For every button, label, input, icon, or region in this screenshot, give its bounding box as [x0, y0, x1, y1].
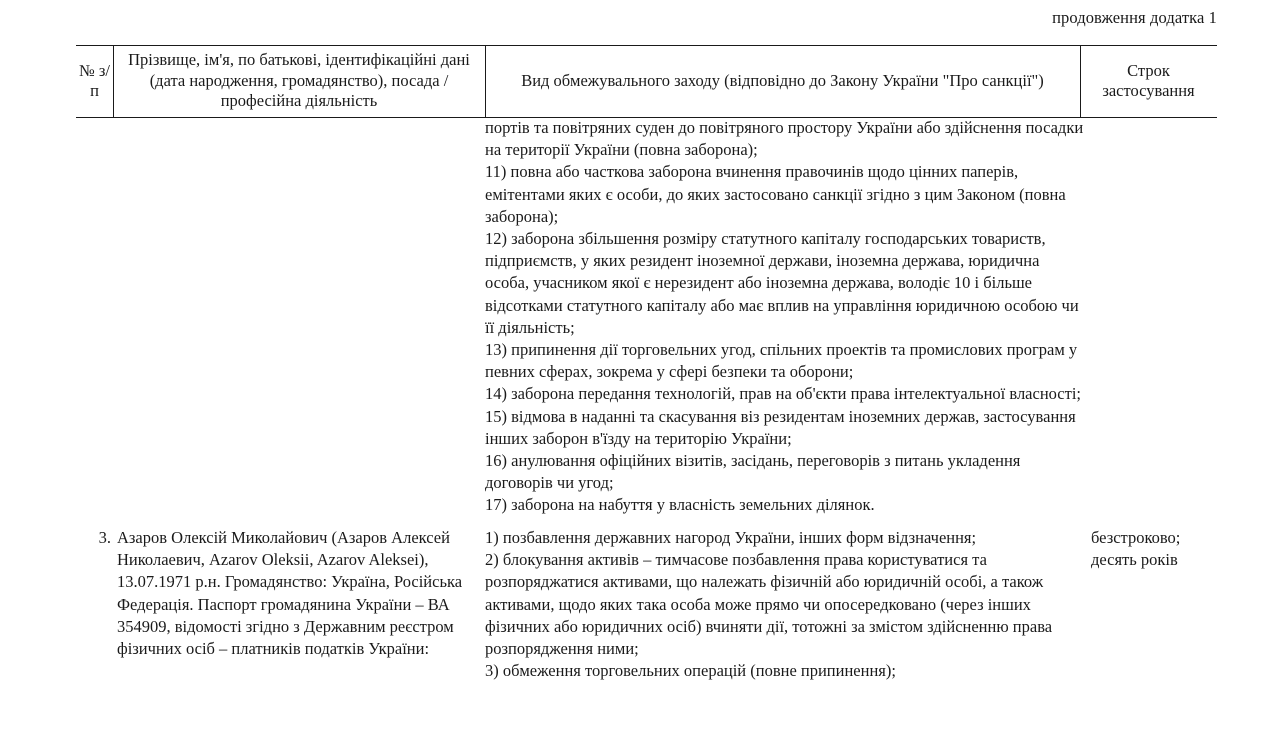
cell-person: Азаров Олексій Миколайович (Азаров Алекс… — [117, 528, 463, 659]
column-divider-3 — [1080, 45, 1081, 117]
column-header-measure-label: Вид обмежувального заходу (відповідно до… — [521, 70, 1044, 90]
table-header-separator — [76, 117, 1217, 118]
column-header-person: Прізвище, ім'я, по батькові, ідентифікац… — [113, 45, 485, 117]
column-header-number: № з/п — [76, 45, 113, 117]
cell-term: безстроково; десять років — [1091, 528, 1181, 570]
column-divider-2 — [485, 45, 486, 117]
table-row: 3. Азаров Олексій Миколайович (Азаров Ал… — [76, 527, 1217, 747]
column-header-term-label: Строк застосування — [1102, 60, 1195, 101]
cell-number: 3. — [98, 528, 111, 547]
table-top-border — [76, 45, 1217, 46]
running-header: продовження додатка 1 — [1052, 8, 1217, 27]
column-header-person-label: Прізвище, ім'я, по батькові, ідентифікац… — [128, 50, 470, 111]
column-header-term: Строк застосування — [1080, 45, 1217, 117]
column-header-number-label: № з/п — [79, 60, 110, 101]
table-row: портів та повітряних суден до повітряног… — [76, 117, 1217, 527]
column-divider-1 — [113, 45, 114, 117]
table-body: портів та повітряних суден до повітряног… — [76, 117, 1217, 747]
cell-measure: портів та повітряних суден до повітряног… — [485, 118, 1084, 515]
cell-measure: 1) позбавлення державних нагород України… — [485, 528, 1053, 681]
column-header-measure: Вид обмежувального заходу (відповідно до… — [485, 45, 1080, 117]
